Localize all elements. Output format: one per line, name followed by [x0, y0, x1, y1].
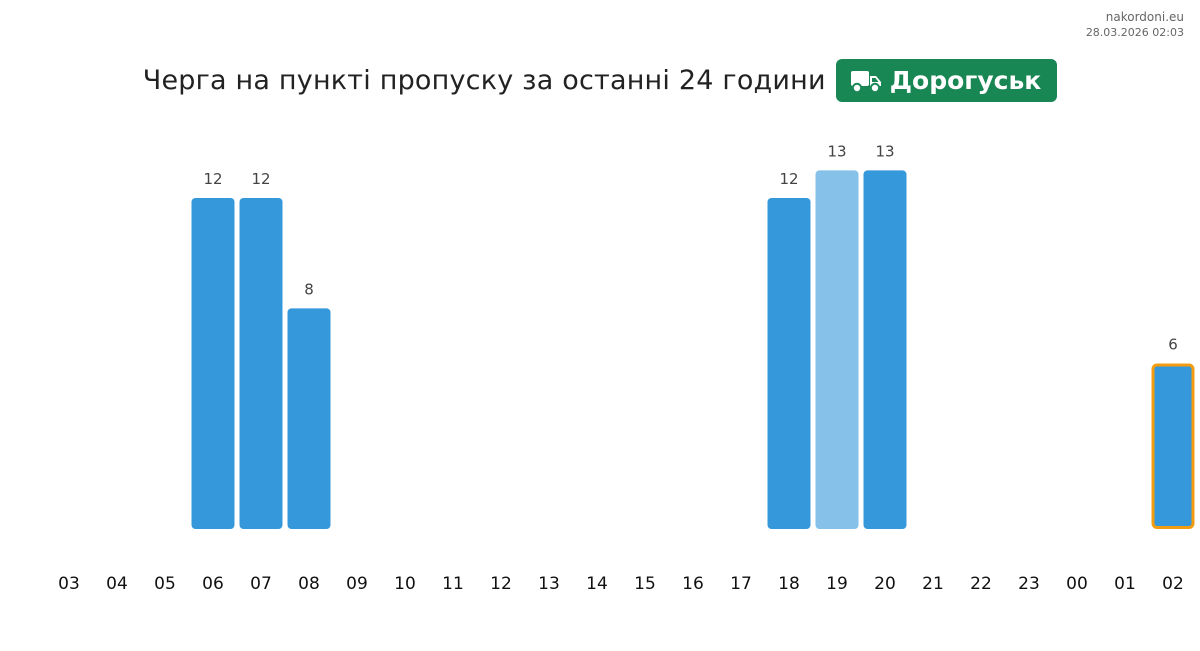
checkpoint-name: Дорогуськ: [889, 66, 1042, 95]
timestamp: 28.03.2026 02:03: [1085, 26, 1184, 39]
chart-title: Черга на пункті пропуску за останні 24 г…: [142, 65, 826, 96]
x-tick-label-21: 21: [922, 574, 944, 594]
bar-value-label-18: 12: [779, 170, 798, 188]
x-tick-label-17: 17: [730, 574, 752, 594]
bar-value-label-07: 12: [251, 170, 270, 188]
x-tick-label-19: 19: [826, 574, 848, 594]
x-tick-label-15: 15: [634, 574, 656, 594]
x-tick-label-03: 03: [58, 574, 80, 594]
x-tick-label-09: 09: [346, 574, 368, 594]
x-tick-label-18: 18: [778, 574, 800, 594]
bar-19: [815, 170, 859, 529]
x-tick-label-14: 14: [586, 574, 608, 594]
bar-06: [191, 198, 235, 529]
bar-08: [287, 308, 331, 529]
x-tick-label-12: 12: [490, 574, 512, 594]
truck-icon: [850, 70, 881, 93]
x-tick-label-00: 00: [1066, 574, 1088, 594]
x-tick-label-07: 07: [250, 574, 272, 594]
chart-header: Черга на пункті пропуску за останні 24 г…: [0, 59, 1200, 102]
bar-value-label-19: 13: [827, 142, 846, 160]
x-tick-label-20: 20: [874, 574, 896, 594]
site-name: nakordoni.eu: [1105, 10, 1184, 24]
bar-18: [767, 198, 811, 529]
x-tick-label-08: 08: [298, 574, 320, 594]
x-tick-label-11: 11: [442, 574, 464, 594]
bar-value-label-02: 6: [1168, 336, 1178, 354]
x-tick-label-05: 05: [154, 574, 176, 594]
x-tick-label-13: 13: [538, 574, 560, 594]
bar-02: [1151, 363, 1195, 529]
bar-20: [863, 170, 907, 529]
x-tick-label-23: 23: [1018, 574, 1040, 594]
checkpoint-badge: Дорогуськ: [835, 59, 1058, 102]
x-tick-label-02: 02: [1162, 574, 1184, 594]
bar-07: [239, 198, 283, 529]
x-tick-label-06: 06: [202, 574, 224, 594]
x-tick-label-10: 10: [394, 574, 416, 594]
watermark: nakordoni.eu 28.03.2026 02:03: [1086, 9, 1184, 40]
bar-value-label-08: 8: [304, 280, 314, 298]
x-tick-label-22: 22: [970, 574, 992, 594]
x-tick-label-16: 16: [682, 574, 704, 594]
bar-value-label-06: 12: [203, 170, 222, 188]
bar-value-label-20: 13: [875, 142, 894, 160]
x-tick-label-04: 04: [106, 574, 128, 594]
x-tick-label-01: 01: [1114, 574, 1136, 594]
